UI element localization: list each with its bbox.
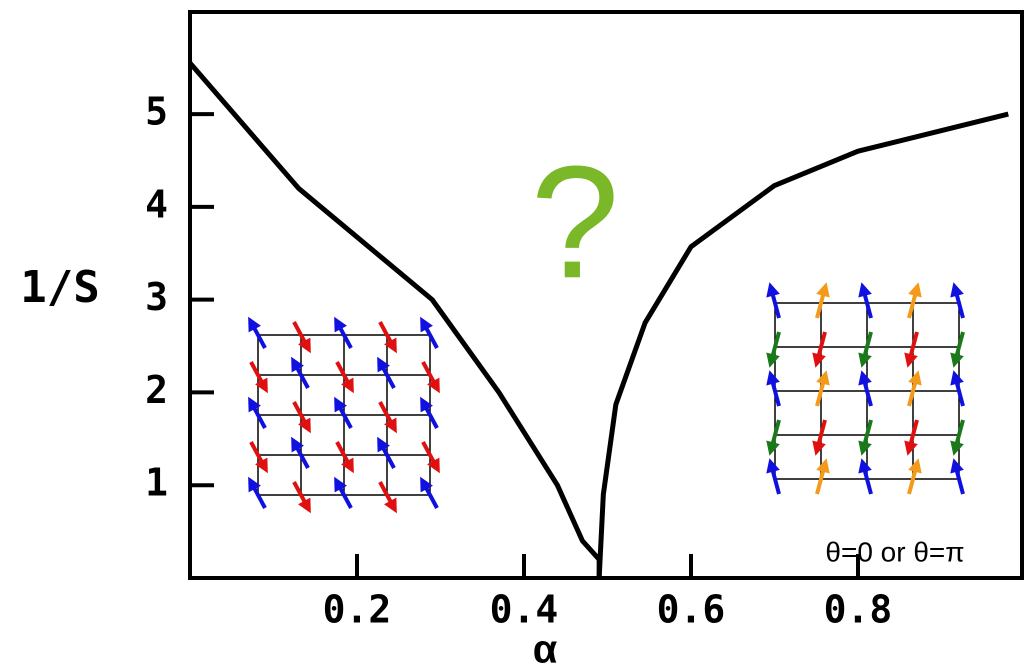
- y-tick-label: 3: [145, 275, 168, 319]
- phase-boundary: [599, 114, 1008, 578]
- x-axis-label: α: [533, 628, 558, 668]
- spin-head: [858, 282, 872, 297]
- x-tick-label: 0.2: [323, 588, 392, 632]
- spin-head: [858, 458, 872, 473]
- spin-head: [950, 440, 964, 455]
- spin-head: [858, 370, 872, 385]
- spin-head: [816, 458, 830, 473]
- spin-head: [904, 440, 918, 455]
- x-tick-label: 0.6: [657, 588, 726, 632]
- annotation: θ=0 or θ=π: [825, 536, 964, 567]
- y-tick-label: 2: [145, 368, 168, 412]
- spin-head: [812, 440, 826, 455]
- y-tick-label: 1: [145, 461, 168, 505]
- spin-head: [858, 440, 872, 455]
- spin-head: [950, 352, 964, 367]
- spin-head: [858, 352, 872, 367]
- x-tick-label: 0.4: [490, 588, 559, 632]
- spin-head: [766, 352, 780, 367]
- y-tick-label: 4: [145, 182, 168, 226]
- spin-head: [908, 370, 922, 385]
- y-tick-label: 5: [145, 90, 168, 134]
- spin-head: [950, 458, 964, 473]
- question-mark: ?: [531, 132, 620, 311]
- spin-head: [766, 440, 780, 455]
- spin-head: [812, 352, 826, 367]
- y-axis-label: 1/S: [20, 262, 99, 313]
- chart: 1/S α ? θ=0 or θ=π 1 2 3 4 5 0.2 0.4 0.6 0.8: [0, 0, 1028, 668]
- spin-head: [766, 458, 780, 473]
- spin-head: [766, 370, 780, 385]
- spin-head: [908, 282, 922, 297]
- spin-head: [766, 282, 780, 297]
- spin-head: [816, 282, 830, 297]
- spin-head: [950, 370, 964, 385]
- spin-head: [904, 352, 918, 367]
- spin-head: [950, 282, 964, 297]
- spin-head: [816, 370, 830, 385]
- x-tick-label: 0.8: [824, 588, 893, 632]
- spin-head: [908, 458, 922, 473]
